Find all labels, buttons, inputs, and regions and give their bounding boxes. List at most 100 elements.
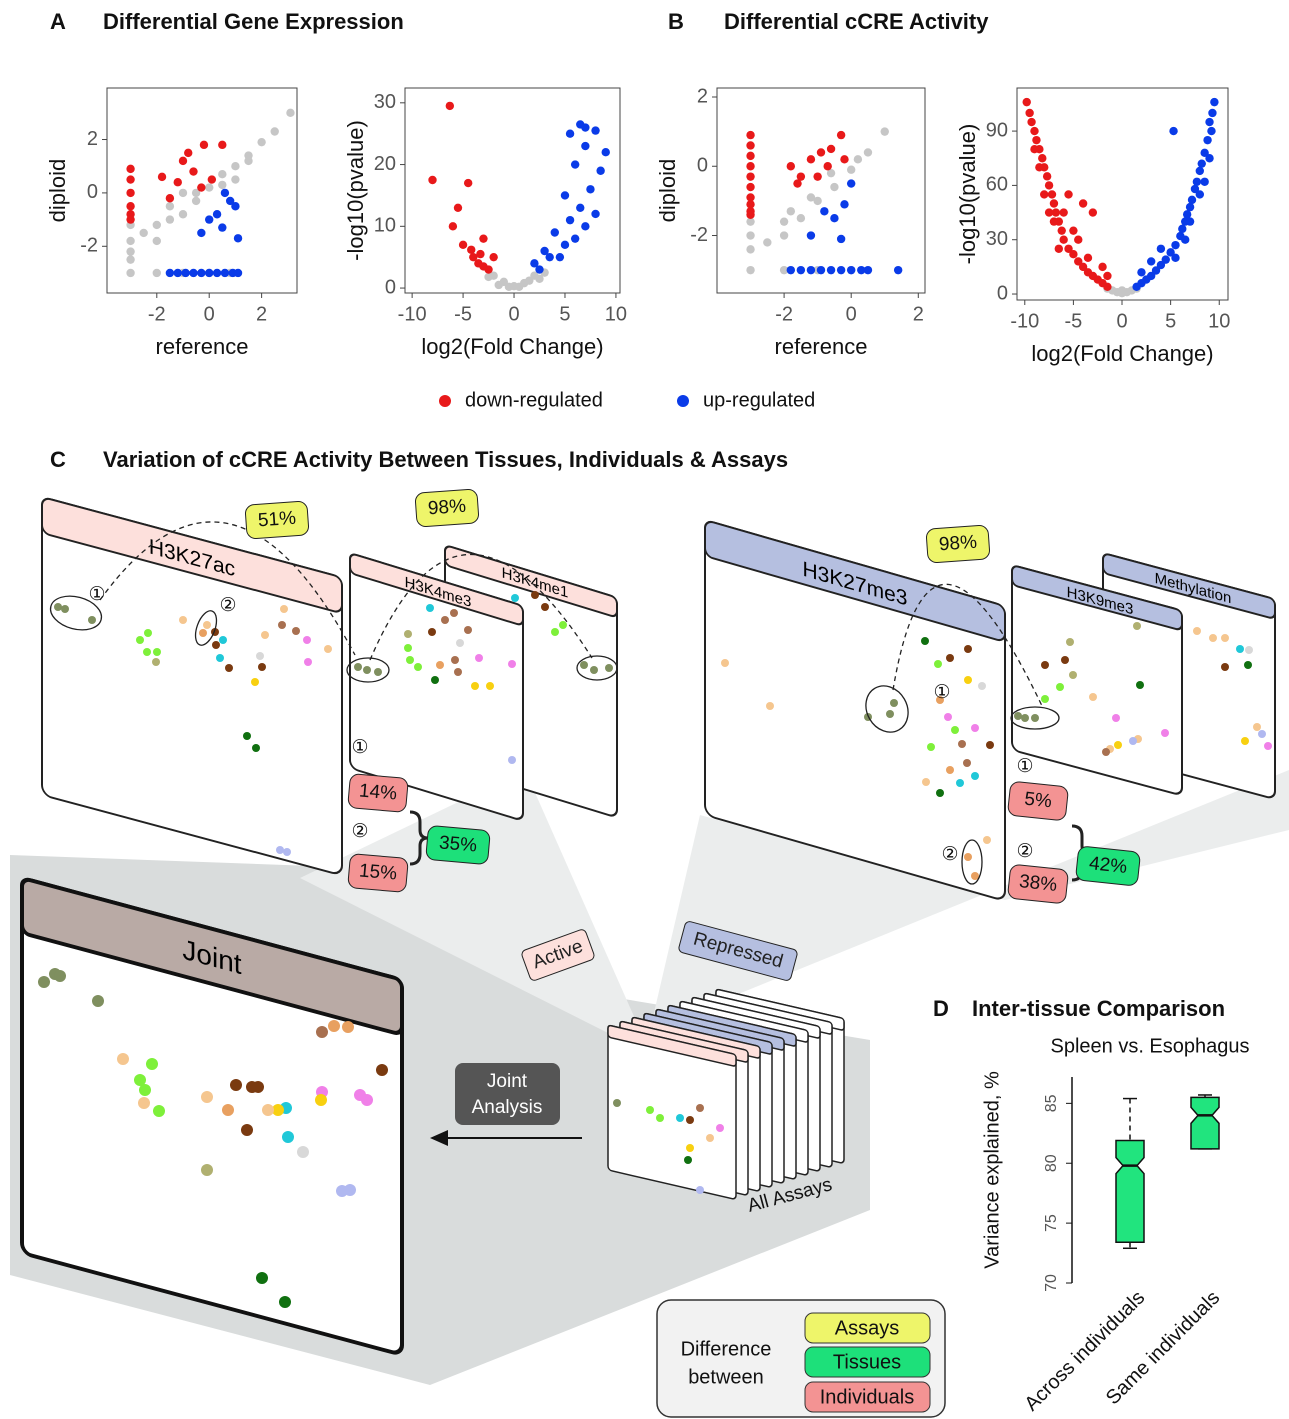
dot [256, 1272, 268, 1284]
tissue-badge: 42% [1075, 846, 1141, 886]
dot [1236, 645, 1244, 653]
point [857, 265, 866, 275]
dot [315, 1094, 327, 1106]
plot-frame [404, 87, 621, 294]
dot [450, 609, 458, 617]
dot [676, 1114, 684, 1122]
badge-text: 38% [1018, 871, 1058, 896]
point [1185, 202, 1195, 212]
dot [262, 1104, 274, 1116]
x-tick-label: -2 [775, 303, 793, 325]
dot [934, 660, 942, 668]
dot [1102, 748, 1110, 756]
point [763, 238, 772, 247]
point [806, 193, 816, 202]
dot [706, 1134, 714, 1142]
dot [431, 676, 439, 684]
dot [684, 1156, 692, 1164]
point [786, 207, 796, 216]
dot [936, 696, 944, 704]
point [231, 162, 240, 171]
x-tick-label: 0 [204, 303, 215, 325]
dot [54, 970, 66, 982]
point [786, 265, 796, 275]
y-axis-label: diploid [655, 159, 680, 223]
dot [454, 668, 462, 676]
point [469, 252, 478, 262]
point [1187, 195, 1197, 205]
point [233, 268, 243, 278]
dot [1041, 695, 1049, 703]
dot [956, 779, 964, 787]
key-item: Tissues [833, 1351, 901, 1373]
dot [414, 663, 422, 671]
point [576, 203, 585, 212]
badge-text: 15% [358, 860, 398, 884]
y-tick-label: 10 [374, 215, 396, 237]
dot [342, 1021, 354, 1033]
point [484, 272, 493, 282]
tissue-badge: 35% [425, 825, 491, 865]
x-tick-label: -5 [454, 303, 472, 325]
point [806, 265, 816, 275]
dot [1241, 737, 1249, 745]
dot [1193, 627, 1201, 635]
dot [983, 836, 991, 844]
point [570, 160, 580, 169]
point [746, 141, 755, 150]
point [1074, 235, 1083, 244]
x-tick-label: 0 [508, 303, 519, 325]
dot [230, 1079, 242, 1091]
point [165, 202, 175, 211]
dot [508, 756, 516, 764]
card: H3K4me3 [349, 553, 524, 820]
dot [1136, 681, 1144, 689]
dot [144, 629, 152, 637]
point [779, 217, 789, 226]
subtitle: Spleen vs. Esophagus [1050, 1035, 1249, 1057]
point [1022, 97, 1031, 107]
point [445, 101, 455, 111]
dot [376, 1064, 388, 1076]
y-tick-label: 0 [997, 282, 1008, 304]
y-tick-label: -2 [80, 235, 98, 257]
point [746, 130, 755, 140]
point [596, 166, 605, 175]
point [270, 127, 279, 136]
dot [696, 1104, 704, 1112]
dot [139, 1084, 151, 1096]
point [779, 231, 789, 240]
panel-title: Differential cCRE Activity [724, 9, 989, 34]
dot [436, 661, 444, 669]
dot [316, 1026, 328, 1038]
dot [1014, 712, 1022, 720]
point [1146, 257, 1156, 266]
point [816, 265, 826, 275]
dot [199, 629, 207, 637]
dot [252, 744, 260, 752]
point [1030, 126, 1039, 136]
point [746, 245, 755, 254]
dot [978, 682, 986, 690]
y-tick-label: 2 [697, 85, 708, 107]
point [126, 268, 135, 278]
dot [1264, 742, 1272, 750]
individual-badge: 14% [347, 773, 409, 813]
y-tick-label: 85 [1043, 1094, 1060, 1112]
annotations [49, 521, 1091, 885]
x-axis-label: reference [775, 334, 868, 359]
point [165, 268, 175, 278]
dot [146, 1058, 158, 1070]
point [581, 222, 590, 231]
dot [441, 616, 449, 624]
plot-frame [106, 87, 298, 294]
joint-analysis-box [455, 1063, 560, 1125]
point [1057, 226, 1066, 235]
y-tick-label: 0 [385, 276, 396, 298]
point [1047, 190, 1057, 199]
point [1051, 208, 1061, 217]
dot [428, 628, 436, 636]
point [555, 252, 565, 262]
dot [212, 641, 220, 649]
point [1040, 190, 1049, 199]
